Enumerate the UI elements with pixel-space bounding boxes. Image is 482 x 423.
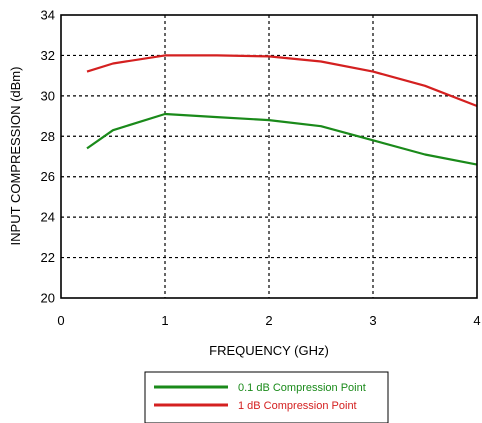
legend-label-1db: 1 dB Compression Point [238,400,357,412]
grid-lines [61,15,477,298]
y-tick-3: 26 [41,169,55,184]
x-tick-labels: 0 1 2 3 4 [57,313,480,328]
y-tick-5: 30 [41,88,55,103]
legend-label-0-1db: 0.1 dB Compression Point [238,382,366,394]
x-tick-3: 3 [369,313,376,328]
y-tick-7: 34 [41,8,55,23]
legend-box [144,371,389,423]
x-axis-label: FREQUENCY (GHz) [209,343,329,358]
plot-frame [60,14,478,299]
y-tick-1: 22 [41,250,55,265]
x-tick-4: 4 [473,313,480,328]
y-axis-label: INPUT COMPRESSION (dBm) [8,67,23,246]
legend: 0.1 dB Compression Point 1 dB Compressio… [144,371,389,423]
x-tick-2: 2 [265,313,272,328]
y-tick-labels: 20 22 24 26 28 30 32 34 [41,8,55,306]
series-line-1 [86,54,478,108]
y-tick-6: 32 [41,48,55,63]
x-tick-0: 0 [57,313,64,328]
series-lines [86,54,478,166]
series-line-0 [86,112,478,166]
y-tick-2: 24 [41,210,55,225]
y-tick-4: 28 [41,129,55,144]
y-tick-0: 20 [41,291,55,306]
x-tick-1: 1 [161,313,168,328]
